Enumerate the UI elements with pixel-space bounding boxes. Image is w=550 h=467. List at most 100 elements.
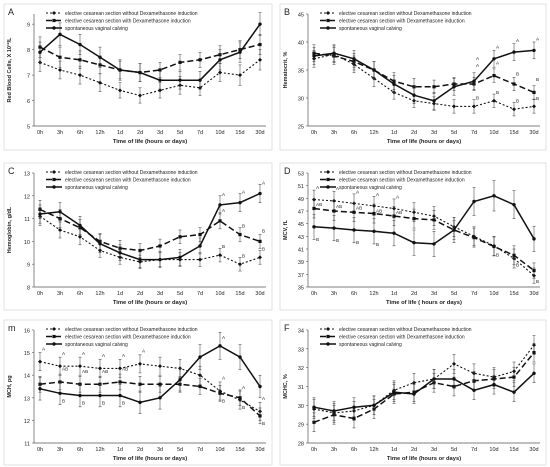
x-tick-label: 1d <box>391 447 397 453</box>
y-tick-label: 40 <box>298 41 304 47</box>
legend-entry: elective cesarean section without Dexame… <box>339 327 472 333</box>
series-group <box>312 189 536 284</box>
data-point <box>372 229 376 233</box>
data-point <box>118 88 122 93</box>
y-tick-label: 35 <box>298 286 304 292</box>
x-tick-label: 30d <box>529 291 538 297</box>
x-tick-label: 0h <box>311 130 317 136</box>
x-tick-label: 7d <box>471 447 477 453</box>
data-point <box>412 392 416 396</box>
data-point <box>258 255 262 260</box>
y-axis-label: Hematocrit, % <box>283 52 289 89</box>
data-point <box>258 57 262 62</box>
x-tick-label: 3d <box>431 291 437 297</box>
data-point <box>492 74 496 78</box>
x-tick-label: 10d <box>215 291 224 297</box>
data-point <box>98 366 102 371</box>
series-group <box>312 198 536 279</box>
x-tick-label: 3h <box>331 291 337 297</box>
x-tick-label: 2d <box>411 130 417 136</box>
data-point <box>352 228 356 232</box>
data-point <box>332 51 336 55</box>
x-tick-label: 2d <box>137 447 143 453</box>
data-point <box>178 255 182 260</box>
significance-letter: A <box>496 60 500 65</box>
significance-letter: B <box>336 238 339 243</box>
x-tick-label: 6h <box>77 447 83 453</box>
x-tick-label: 2d <box>137 291 143 297</box>
significance-letter: B <box>516 72 519 77</box>
data-point <box>98 55 102 59</box>
significance-letter: A <box>262 180 266 185</box>
data-point <box>78 42 82 47</box>
significance-letter: A <box>242 190 246 195</box>
legend-entry: spontaneous vaginal calving <box>65 342 128 348</box>
data-point <box>38 359 42 364</box>
data-point <box>532 237 536 241</box>
data-point <box>118 251 122 255</box>
data-point <box>392 82 396 86</box>
data-point <box>412 93 416 97</box>
y-tick-label: 10 <box>24 240 30 246</box>
data-point <box>218 391 222 395</box>
data-point <box>78 73 82 78</box>
x-tick-label: 5d <box>177 130 183 136</box>
data-point <box>118 393 122 398</box>
data-point <box>58 68 62 72</box>
data-point <box>452 361 456 366</box>
y-tick-label: 32 <box>298 366 304 372</box>
x-tick-label: 1d <box>117 447 123 453</box>
data-point <box>512 107 516 112</box>
y-axis-label: MCV, fL <box>283 219 289 240</box>
data-point <box>392 231 396 235</box>
x-tick-label: 1d <box>391 291 397 297</box>
data-point <box>138 93 142 98</box>
y-tick-label: 43 <box>298 235 304 241</box>
x-tick-label: 15d <box>235 130 244 136</box>
panel-label: A <box>8 7 14 17</box>
series-line <box>39 59 261 97</box>
data-point <box>532 104 536 109</box>
data-point <box>492 194 496 198</box>
legend-marker <box>52 185 56 189</box>
x-tick-label: 7d <box>197 130 203 136</box>
data-point <box>178 60 182 64</box>
y-axis-label: Red Blood Cells, X 10¹²/L <box>6 37 13 103</box>
data-point <box>118 68 122 72</box>
panel-border <box>279 3 547 151</box>
y-tick-label: 9 <box>27 23 30 29</box>
legend-entry: elective cesarean section without Dexame… <box>339 170 472 176</box>
x-tick-label: 0h <box>37 291 43 297</box>
data-point <box>352 57 356 61</box>
significance-letter: A <box>222 192 226 197</box>
legend: elective cesarean section without Dexame… <box>46 170 198 191</box>
data-point <box>312 54 316 58</box>
x-tick-label: 10d <box>489 447 498 453</box>
y-tick-label: 35 <box>298 69 304 75</box>
significance-letter: B <box>242 405 245 410</box>
data-point <box>392 214 396 218</box>
data-point <box>532 371 536 376</box>
data-point <box>178 378 182 382</box>
y-tick-label: 30 <box>298 97 304 103</box>
panel-label: F <box>284 323 290 333</box>
series-line <box>39 208 261 252</box>
data-point <box>218 203 222 207</box>
data-point <box>138 400 142 405</box>
legend-entry: spontaneous vaginal calving <box>339 185 402 191</box>
x-tick-label: 10d <box>215 130 224 136</box>
data-point <box>218 253 222 258</box>
significance-letter: A <box>356 189 360 194</box>
data-point <box>238 396 242 400</box>
legend-entry: elective cesarean section without Dexame… <box>65 327 198 333</box>
data-point <box>158 364 162 369</box>
data-point <box>218 58 222 62</box>
data-point <box>512 375 516 379</box>
y-tick-label: 5 <box>27 125 30 131</box>
x-tick-label: 5d <box>451 130 457 136</box>
significance-letter: B <box>356 240 359 245</box>
y-tick-label: 16 <box>24 329 30 335</box>
series-group <box>312 44 536 100</box>
x-tick-label: 3d <box>157 291 163 297</box>
x-tick-label: 1d <box>117 130 123 136</box>
